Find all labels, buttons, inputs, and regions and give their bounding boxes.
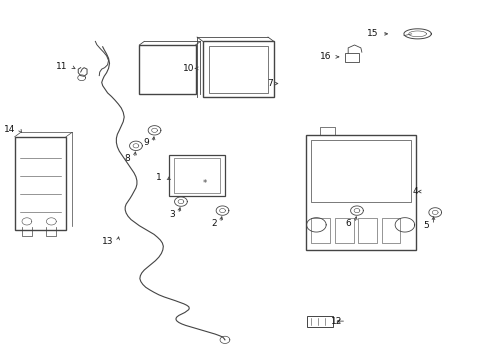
Bar — [311, 218, 329, 243]
Text: 7: 7 — [266, 79, 272, 88]
Text: 11: 11 — [56, 62, 67, 71]
Text: 10: 10 — [183, 64, 194, 73]
Text: 12: 12 — [330, 317, 342, 325]
Text: 1: 1 — [155, 173, 161, 181]
Text: 3: 3 — [168, 210, 174, 219]
Bar — [310, 140, 410, 202]
Text: 13: 13 — [102, 237, 114, 246]
Text: *: * — [203, 179, 207, 188]
Text: 16: 16 — [319, 52, 331, 61]
Text: 9: 9 — [143, 139, 149, 148]
Text: 15: 15 — [366, 29, 377, 38]
Bar — [139, 45, 195, 94]
Bar — [203, 41, 273, 97]
Bar — [208, 46, 267, 93]
Bar — [15, 137, 66, 230]
Text: 14: 14 — [4, 125, 16, 134]
Text: 2: 2 — [210, 219, 216, 228]
Bar — [306, 316, 333, 327]
Text: 8: 8 — [124, 154, 130, 163]
Bar — [381, 218, 400, 243]
Bar — [173, 158, 220, 193]
Text: 4: 4 — [412, 187, 418, 196]
Bar — [168, 155, 224, 196]
Text: 6: 6 — [345, 219, 350, 228]
Bar — [358, 218, 376, 243]
Text: 5: 5 — [423, 220, 428, 230]
Bar — [305, 135, 415, 250]
Bar — [334, 218, 353, 243]
Bar — [344, 53, 359, 62]
